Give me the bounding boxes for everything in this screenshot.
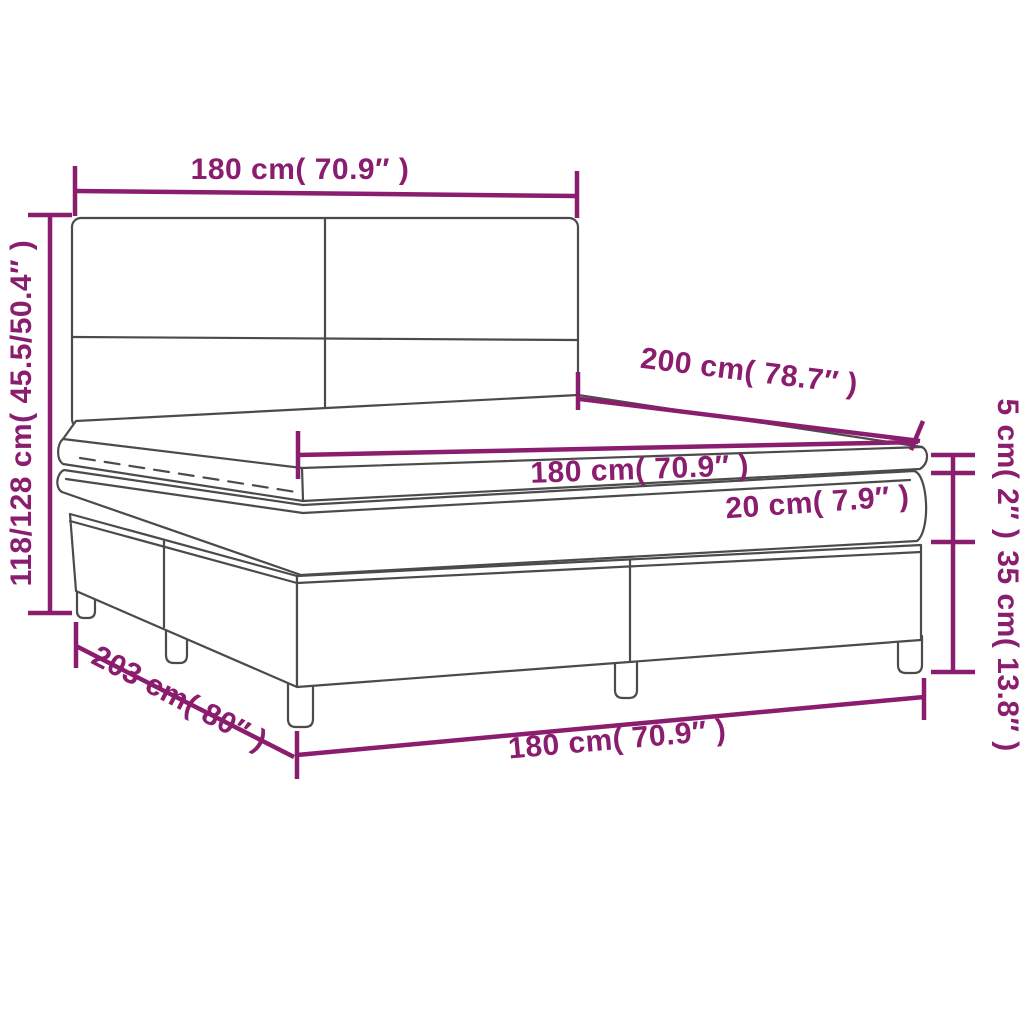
mattress-seam	[64, 477, 912, 515]
topper-corner-fold	[300, 466, 305, 502]
legs	[75, 588, 924, 729]
base-front-face	[295, 543, 923, 689]
headboard	[70, 216, 580, 430]
dim-headboard-width-line	[74, 188, 578, 199]
dim-mattress-width-label: 180 cm( 70.9″ )	[530, 449, 750, 490]
dim-topper-thickness-label: 5 cm( 2″ )	[991, 398, 1024, 539]
dim-mattress-length-label: 200 cm( 78.7″ )	[639, 342, 860, 401]
leg	[613, 653, 639, 700]
dim-overall-height-label: 118/128 cm( 45.5/50.4″ )	[5, 240, 38, 587]
base-top-seam	[68, 519, 923, 585]
dimension-lines	[28, 166, 975, 779]
dim-mattress-length-line	[579, 396, 921, 444]
dim-overall-length-line	[74, 643, 296, 760]
dim-base-width-line	[296, 694, 925, 758]
mattress	[56, 468, 928, 577]
bed-drawing	[56, 216, 929, 729]
dim-mattress-width-line	[297, 439, 919, 458]
topper-stitching	[78, 456, 298, 494]
topper-body	[57, 393, 929, 503]
leg	[896, 634, 924, 675]
leg	[286, 682, 315, 729]
dim-base-width-label: 180 cm( 70.9″ )	[507, 714, 728, 766]
mattress-topper	[57, 393, 929, 503]
dim-headboard-width-label: 180 cm( 70.9″ )	[191, 153, 410, 186]
dim-base-height-label: 35 cm( 13.8″ )	[991, 550, 1024, 751]
headboard-horizontal-divider	[71, 335, 579, 342]
dim-tick	[908, 420, 926, 451]
base-frame	[68, 512, 923, 689]
mattress-body	[56, 468, 928, 577]
